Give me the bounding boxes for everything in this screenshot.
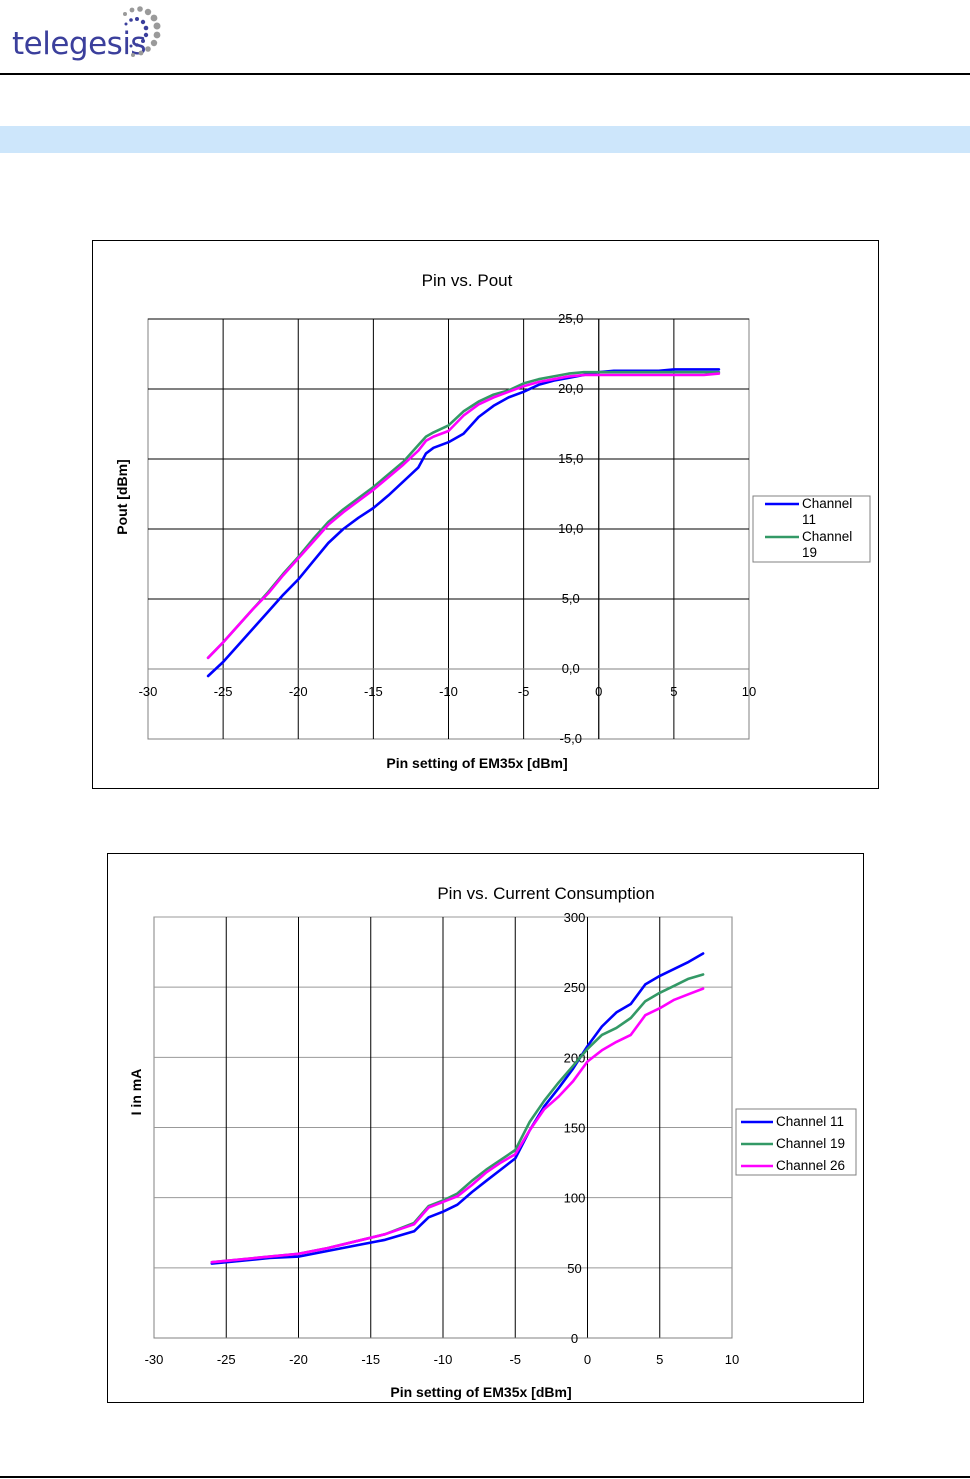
legend-label: Channel 26 (776, 1158, 845, 1173)
y-tick-label: 50 (567, 1261, 581, 1276)
chart-pin-vs-current-svg: 0 50 100 150 200 250 300 -30 -25 -20 -15 -10 -5 0 5 10 P… (128, 884, 857, 1400)
chart-title: Pin vs. Pout (422, 271, 513, 290)
legend-box (752, 495, 871, 563)
section-band (0, 126, 970, 153)
chart-title: Pin vs. Current Consumption (437, 884, 654, 903)
x-tick-label: 5 (656, 1352, 663, 1367)
legend-box (735, 1108, 857, 1176)
y-tick-label: 250 (564, 980, 586, 995)
series-line-channel-26 (210, 987, 705, 1264)
x-tick-label: 0 (584, 1352, 591, 1367)
telegesis-logo: telegesis (12, 26, 147, 62)
x-tick-label: -5 (509, 1352, 521, 1367)
x-tick-label: -20 (289, 684, 308, 699)
series-line-channel-11 (206, 368, 721, 678)
x-axis-label: Pin setting of EM35x [dBm] (390, 1384, 571, 1400)
x-tick-label: -10 (439, 684, 458, 699)
y-tick-label: 0 (571, 1331, 578, 1346)
y-tick-label: 100 (564, 1191, 586, 1206)
y-tick-label: 5,0 (562, 591, 580, 606)
legend-label-line2: 11 (802, 512, 816, 527)
x-tick-label: 5 (670, 684, 677, 699)
y-axis-label: Pout [dBm] (114, 459, 130, 534)
x-tick-label: -20 (289, 1352, 308, 1367)
y-tick-label: 150 (564, 1121, 586, 1136)
y-axis-label: I in mA (128, 1069, 144, 1116)
x-tick-label: 10 (742, 684, 756, 699)
series-line-channel-26 (206, 372, 721, 660)
x-tick-label: -15 (361, 1352, 380, 1367)
x-tick-label: 10 (725, 1352, 739, 1367)
legend-label: Channel 19 (776, 1136, 845, 1151)
header-rule (0, 73, 970, 75)
x-tick-label: -15 (364, 684, 383, 699)
y-tick-label: 200 (564, 1050, 586, 1065)
logo-spiral-icon (123, 6, 161, 57)
footer-rule (0, 1476, 970, 1478)
chart-pin-vs-current: 0 50 100 150 200 250 300 -30 -25 -20 -15 -10 -5 0 5 10 P… (107, 853, 864, 1403)
y-tick-label: 10,0 (558, 521, 583, 536)
chart-pin-vs-pout: -5,0 0,0 5,0 10,0 15,0 20,0 25,0 -30 -25 -20 -15 -1… (92, 240, 879, 789)
legend-label-line2: 19 (802, 545, 817, 560)
x-tick-label: -10 (434, 1352, 453, 1367)
x-tick-label: -5 (518, 684, 530, 699)
legend-label: Channel (802, 529, 852, 544)
legend-label: Channel 11 (776, 1114, 844, 1129)
y-tick-label: 20,0 (558, 381, 583, 396)
x-tick-label: -30 (145, 1352, 164, 1367)
x-tick-label: -30 (139, 684, 158, 699)
y-tick-label: 25,0 (558, 311, 583, 326)
legend-label: Channel (802, 496, 852, 511)
x-tick-label: -25 (217, 1352, 236, 1367)
y-tick-label: 0,0 (562, 661, 580, 676)
x-tick-label: -25 (214, 684, 233, 699)
y-tick-label: 300 (564, 910, 586, 925)
chart-pin-vs-pout-svg: -5,0 0,0 5,0 10,0 15,0 20,0 25,0 -30 -25 -20 -15 -1… (114, 271, 871, 771)
y-tick-label: -5,0 (560, 731, 582, 746)
y-tick-label: 15,0 (558, 451, 583, 466)
x-axis-label: Pin setting of EM35x [dBm] (386, 755, 567, 771)
series-line-channel-11 (210, 952, 705, 1265)
x-tick-label: 0 (595, 684, 602, 699)
